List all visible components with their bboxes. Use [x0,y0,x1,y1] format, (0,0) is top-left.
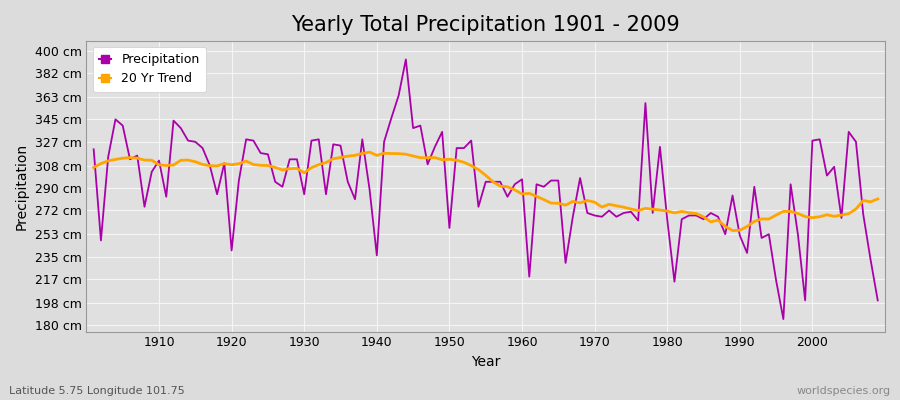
X-axis label: Year: Year [471,355,500,369]
Y-axis label: Precipitation: Precipitation [15,142,29,230]
Text: Latitude 5.75 Longitude 101.75: Latitude 5.75 Longitude 101.75 [9,386,184,396]
Title: Yearly Total Precipitation 1901 - 2009: Yearly Total Precipitation 1901 - 2009 [292,15,680,35]
Text: worldspecies.org: worldspecies.org [796,386,891,396]
Legend: Precipitation, 20 Yr Trend: Precipitation, 20 Yr Trend [93,47,206,92]
